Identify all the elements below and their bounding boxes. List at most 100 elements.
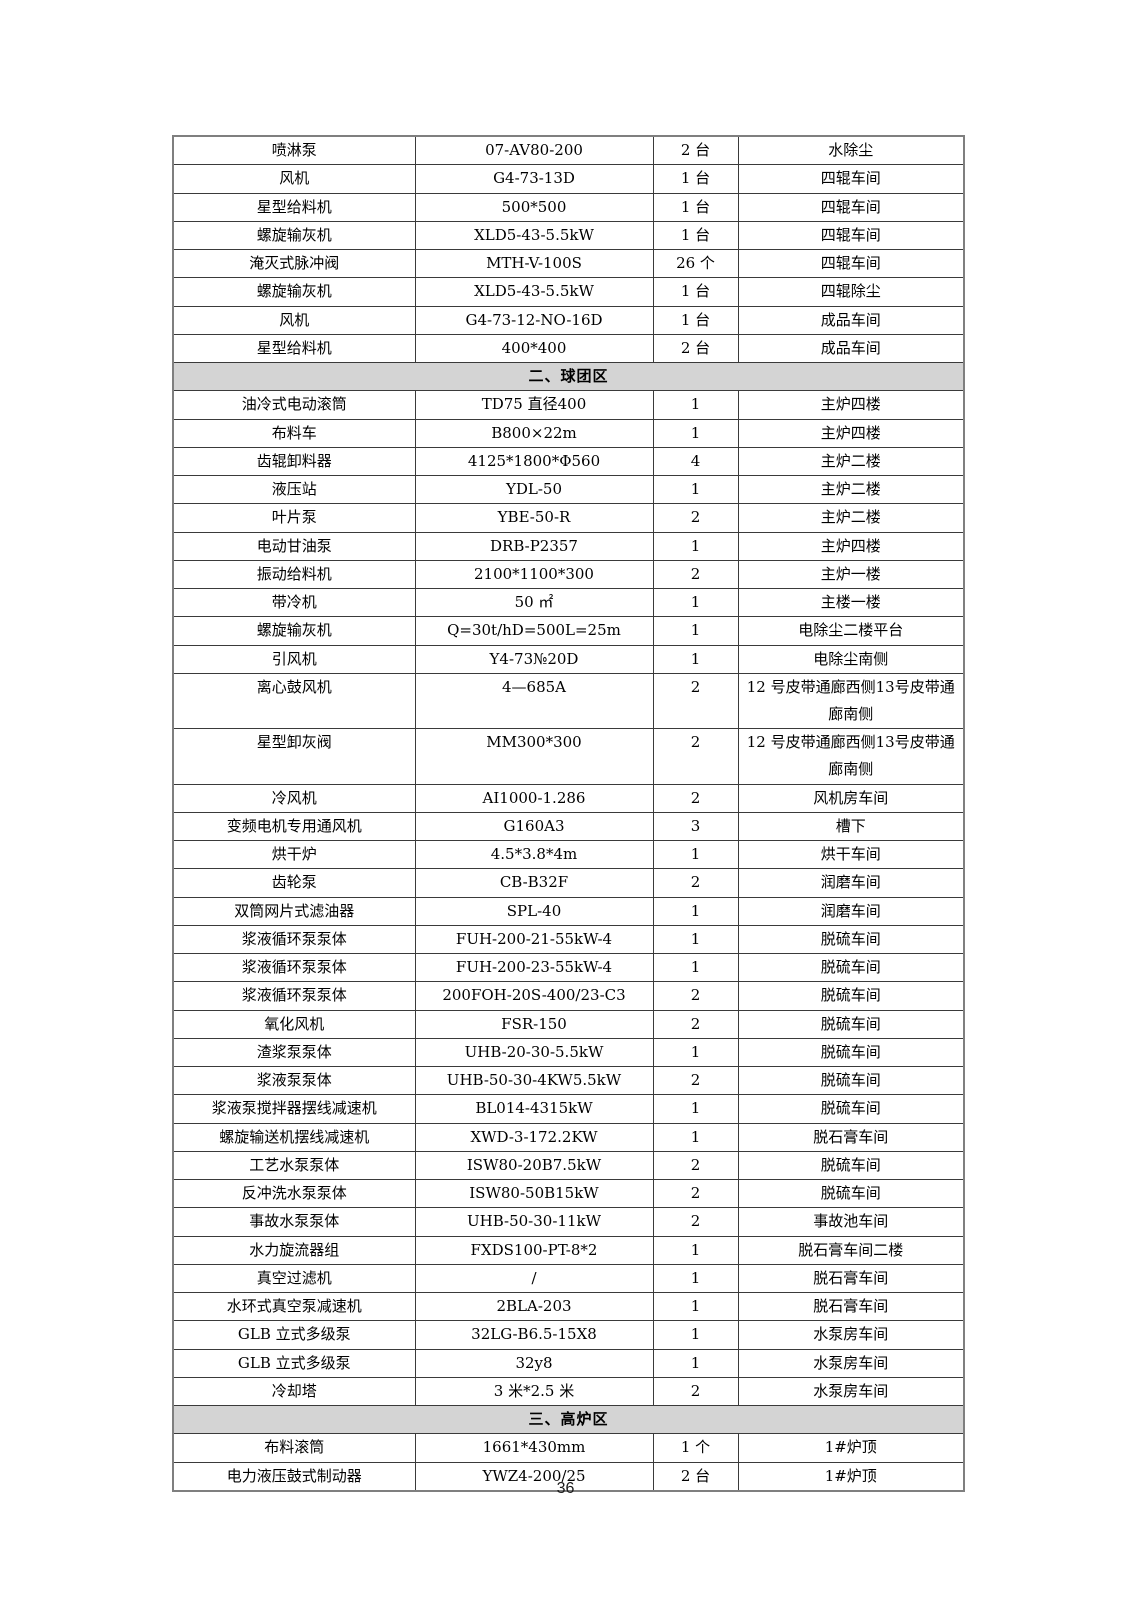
cell-qty: 2: [652, 868, 739, 898]
cell-name: 水力旋流器组: [172, 1235, 416, 1265]
cell-name: 水环式真空泵减速机: [172, 1292, 416, 1322]
cell-location: 脱硫车间: [737, 981, 965, 1011]
cell-location: 烘干车间: [737, 840, 965, 870]
cell-name: 齿轮泵: [172, 868, 416, 898]
cell-model: G160A3: [414, 811, 654, 842]
cell-model: 4.5*3.8*4m: [414, 840, 654, 870]
cell-name: 渣浆泵泵体: [172, 1037, 416, 1068]
cell-model: FXDS100-PT-8*2: [414, 1235, 654, 1265]
table-row: 工艺水泵泵体 ISW80-20B7.5kW 2 脱硫车间: [172, 1150, 965, 1181]
cell-qty: 2: [652, 503, 739, 533]
cell-qty: 1: [652, 840, 739, 870]
cell-location: 主炉二楼: [737, 503, 965, 533]
cell-location: 脱硫车间: [737, 924, 965, 955]
cell-name: 冷却塔: [172, 1376, 416, 1407]
cell-name: 风机: [172, 305, 416, 335]
cell-name: 浆液循环泵泵体: [172, 953, 416, 983]
cell-name: 喷淋泵: [172, 135, 416, 166]
cell-qty: 1 台: [652, 192, 739, 222]
cell-qty: 26 个: [652, 248, 739, 279]
cell-name: 星型给料机: [172, 192, 416, 222]
cell-location: 1#炉顶: [737, 1433, 965, 1463]
cell-location: 脱石膏车间: [737, 1263, 965, 1294]
table-row: 叶片泵 YBE-50-R 2 主炉二楼: [172, 503, 965, 533]
table-row: 淹灭式脉冲阀 MTH-V-100S 26 个四辊车间: [172, 248, 965, 279]
cell-model: 2BLA-203: [414, 1292, 654, 1322]
cell-location: 润磨车间: [737, 868, 965, 898]
cell-qty: 1: [652, 474, 739, 505]
table-row: 水力旋流器组 FXDS100-PT-8*2 1 脱石膏车间二楼: [172, 1235, 965, 1265]
section-header-row: 三、高炉区: [172, 1405, 965, 1435]
cell-qty: 2: [652, 1376, 739, 1407]
cell-name: 风机: [172, 164, 416, 194]
table-row: 冷风机 AI1000-1.286 2 风机房车间: [172, 783, 965, 813]
page-number: 36: [556, 1480, 575, 1497]
cell-location: 12 号皮带通廊西侧13号皮带通廊南侧: [737, 672, 965, 730]
table-row: 液压站 YDL-50 1 主炉二楼: [172, 474, 965, 505]
cell-name: 星型卸灰阀: [172, 728, 416, 785]
cell-model: 200FOH-20S-400/23-C3: [414, 981, 654, 1011]
cell-model: ISW80-50B15kW: [414, 1179, 654, 1209]
cell-qty: 1 台: [652, 277, 739, 307]
cell-qty: 1: [652, 1235, 739, 1265]
cell-qty: 1 个: [652, 1433, 739, 1463]
cell-location: 成品车间: [737, 333, 965, 364]
cell-name: 浆液泵泵体: [172, 1066, 416, 1096]
cell-model: YWZ4-200/25: [414, 1461, 654, 1492]
cell-name: 浆液循环泵泵体: [172, 924, 416, 955]
cell-model: 4—685A: [414, 672, 654, 730]
cell-name: 螺旋输灰机: [172, 277, 416, 307]
cell-model: YBE-50-R: [414, 503, 654, 533]
cell-location: 主炉四楼: [737, 390, 965, 420]
cell-name: 振动给料机: [172, 559, 416, 590]
cell-model: AI1000-1.286: [414, 783, 654, 813]
cell-name: 烘干炉: [172, 840, 416, 870]
cell-qty: 4: [652, 446, 739, 477]
cell-model: XWD-3-172.2KW: [414, 1122, 654, 1152]
cell-name: 引风机: [172, 644, 416, 674]
cell-location: 水泵房车间: [737, 1348, 965, 1378]
cell-model: XLD5-43-5.5kW: [414, 220, 654, 251]
table-row: 离心鼓风机 4—685A 2 12 号皮带通廊西侧13号皮带通廊南侧: [172, 672, 965, 730]
cell-model: UHB-50-30-4KW5.5kW: [414, 1066, 654, 1096]
cell-location: 主楼一楼: [737, 587, 965, 618]
cell-location: 水泵房车间: [737, 1376, 965, 1407]
cell-name: 变频电机专用通风机: [172, 811, 416, 842]
cell-name: 电动甘油泵: [172, 531, 416, 561]
cell-model: XLD5-43-5.5kW: [414, 277, 654, 307]
cell-qty: 1: [652, 1094, 739, 1124]
cell-location: 脱石膏车间二楼: [737, 1235, 965, 1265]
cell-name: 螺旋输灰机: [172, 220, 416, 251]
cell-location: 四辊车间: [737, 164, 965, 194]
cell-qty: 1: [652, 1122, 739, 1152]
table-row: 布料滚筒 1661*430mm 1 个 1#炉顶: [172, 1433, 965, 1463]
cell-model: G4-73-12-NO-16D: [414, 305, 654, 335]
section-header-row: 二、球团区: [172, 361, 965, 392]
cell-model: FUH-200-21-55kW-4: [414, 924, 654, 955]
table-row: 双筒网片式滤油器 SPL-40 1 润磨车间: [172, 896, 965, 926]
cell-location: 主炉四楼: [737, 531, 965, 561]
cell-model: MM300*300: [414, 728, 654, 785]
cell-location: 主炉四楼: [737, 418, 965, 448]
table-row: 浆液循环泵泵体 FUH-200-21-55kW-4 1 脱硫车间: [172, 924, 965, 955]
table-row: 浆液循环泵泵体 200FOH-20S-400/23-C3 2 脱硫车间: [172, 981, 965, 1011]
table-row: 渣浆泵泵体 UHB-20-30-5.5kW 1 脱硫车间: [172, 1037, 965, 1068]
table-row: 星型给料机 500*500 1 台四辊车间: [172, 192, 965, 222]
cell-name: 冷风机: [172, 783, 416, 813]
cell-model: Y4-73№20D: [414, 644, 654, 674]
table-row: 喷淋泵 07-AV80-200 2 台水除尘: [172, 135, 965, 166]
cell-qty: 1 台: [652, 164, 739, 194]
cell-name: 液压站: [172, 474, 416, 505]
cell-qty: 2: [652, 1150, 739, 1181]
cell-location: 电除尘南侧: [737, 644, 965, 674]
cell-location: 风机房车间: [737, 783, 965, 813]
table-row: 变频电机专用通风机 G160A3 3 槽下: [172, 811, 965, 842]
table-row: 反冲洗水泵泵体 ISW80-50B15kW 2 脱硫车间: [172, 1179, 965, 1209]
table-row: 齿轮泵 CB-B32F 2 润磨车间: [172, 868, 965, 898]
cell-qty: 1: [652, 531, 739, 561]
cell-qty: 1: [652, 418, 739, 448]
table-row: 烘干炉 4.5*3.8*4m 1 烘干车间: [172, 840, 965, 870]
cell-name: 布料滚筒: [172, 1433, 416, 1463]
cell-name: GLB 立式多级泵: [172, 1348, 416, 1378]
table-row: 螺旋输灰机 XLD5-43-5.5kW 1 台四辊除尘: [172, 277, 965, 307]
